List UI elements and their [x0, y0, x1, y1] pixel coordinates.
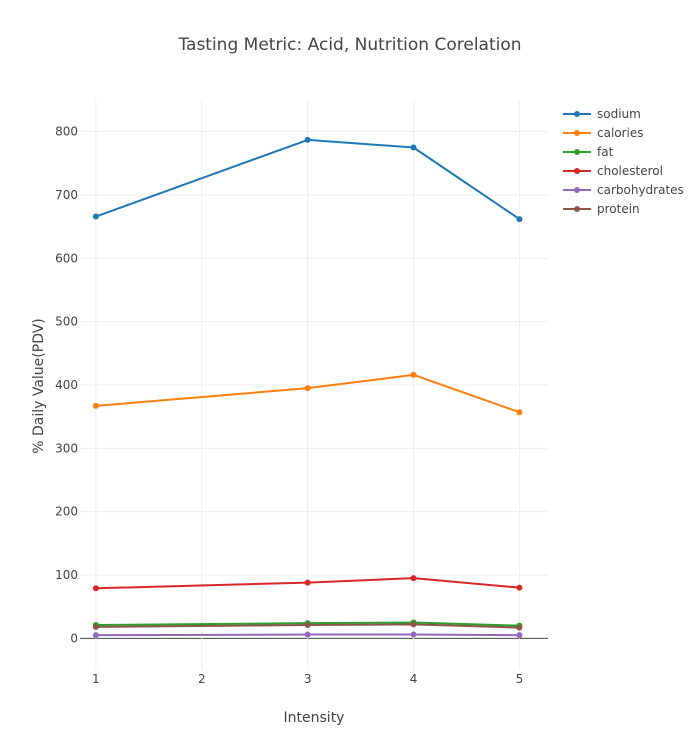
- y-tick-label: 500: [55, 315, 78, 329]
- legend-marker: [574, 149, 580, 155]
- data-point[interactable]: [410, 621, 417, 628]
- y-tick-label: 800: [55, 125, 78, 139]
- data-point[interactable]: [304, 631, 311, 638]
- series-line: [95, 633, 520, 637]
- data-point[interactable]: [92, 632, 99, 639]
- data-point[interactable]: [92, 213, 99, 220]
- data-point[interactable]: [410, 631, 417, 638]
- data-point[interactable]: [516, 584, 523, 591]
- legend-marker: [574, 187, 580, 193]
- data-point[interactable]: [92, 402, 99, 409]
- legend-item-carbohydrates[interactable]: carbohydrates: [563, 183, 684, 197]
- series-sodium: [92, 136, 523, 223]
- legend-marker: [574, 168, 580, 174]
- series-cholesterol: [92, 575, 523, 592]
- legend-item-protein[interactable]: protein: [563, 202, 640, 216]
- series-line: [95, 621, 520, 627]
- x-axis-title: Intensity: [284, 710, 345, 726]
- legend-marker: [574, 111, 580, 117]
- legend-label: protein: [597, 202, 640, 216]
- legend[interactable]: sodium calories fat cholesterol carbohydrate…: [563, 107, 684, 216]
- legend-label: calories: [597, 126, 644, 140]
- legend-label: cholesterol: [597, 164, 663, 178]
- data-point[interactable]: [410, 575, 417, 582]
- data-point[interactable]: [516, 216, 523, 223]
- x-tick-label: 3: [304, 672, 312, 686]
- legend-label: carbohydrates: [597, 183, 684, 197]
- y-axis-ticks: 0 100 200 300 400 500 600 700 800: [55, 125, 78, 646]
- chart-title: Tasting Metric: Acid, Nutrition Corelati…: [177, 35, 521, 55]
- series-calories: [92, 371, 523, 416]
- y-tick-label: 400: [55, 378, 78, 392]
- y-tick-label: 100: [55, 568, 78, 582]
- x-tick-label: 1: [92, 672, 100, 686]
- y-tick-label: 0: [70, 631, 78, 645]
- data-point[interactable]: [304, 385, 311, 392]
- data-point[interactable]: [516, 409, 523, 416]
- data-point[interactable]: [92, 623, 99, 630]
- y-axis-title: % Daily Value(PDV): [31, 318, 47, 454]
- data-point[interactable]: [92, 585, 99, 592]
- legend-label: sodium: [597, 107, 641, 121]
- series-line: [95, 373, 520, 414]
- legend-label: fat: [597, 145, 614, 159]
- data-point[interactable]: [410, 371, 417, 378]
- series-carbohydrates: [92, 631, 523, 639]
- series-protein: [92, 621, 523, 631]
- y-tick-label: 300: [55, 441, 78, 455]
- series-line: [95, 138, 520, 220]
- plot-area: [92, 136, 523, 639]
- legend-marker: [574, 130, 580, 136]
- series-line: [95, 577, 520, 590]
- data-point[interactable]: [304, 136, 311, 143]
- legend-item-sodium[interactable]: sodium: [563, 107, 641, 121]
- legend-item-calories[interactable]: calories: [563, 126, 644, 140]
- y-tick-label: 200: [55, 505, 78, 519]
- grid: [80, 100, 548, 670]
- y-tick-label: 700: [55, 188, 78, 202]
- legend-item-fat[interactable]: fat: [563, 145, 614, 159]
- data-point[interactable]: [304, 622, 311, 629]
- x-tick-label: 5: [516, 672, 524, 686]
- x-tick-label: 4: [410, 672, 418, 686]
- data-point[interactable]: [516, 632, 523, 639]
- legend-item-cholesterol[interactable]: cholesterol: [563, 164, 663, 178]
- series-line: [95, 623, 520, 629]
- x-axis-ticks: 1 2 3 4 5: [92, 672, 523, 686]
- legend-marker: [574, 206, 580, 212]
- data-point[interactable]: [516, 624, 523, 631]
- data-point[interactable]: [410, 144, 417, 151]
- x-tick-label: 2: [198, 672, 206, 686]
- data-point[interactable]: [304, 579, 311, 586]
- y-tick-label: 600: [55, 251, 78, 265]
